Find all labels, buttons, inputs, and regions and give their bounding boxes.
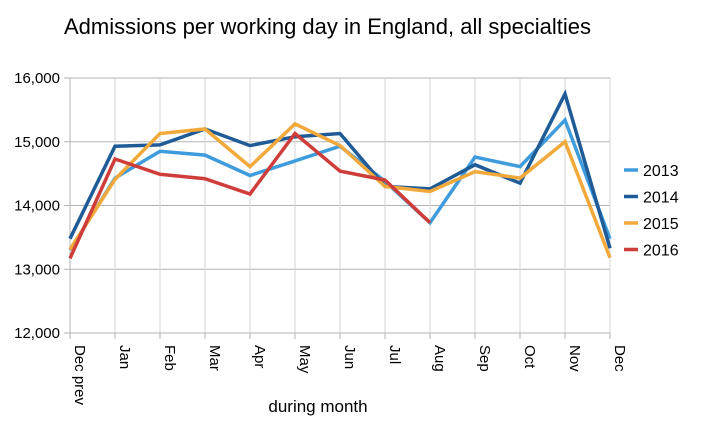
tick-labels: 12,000 13,000 14,000 15,000 16,000 Dec prev Ja… [14, 70, 628, 406]
x-tick-label: Sep [476, 345, 493, 372]
x-tick-label: Mar [206, 345, 223, 371]
x-tick-label: Jun [341, 345, 358, 369]
x-tick-label: Feb [161, 345, 178, 371]
series-line-2016 [68, 130, 432, 260]
legend-label-2013: 2013 [643, 163, 679, 180]
legend-label-2014: 2014 [643, 190, 679, 207]
x-tick-label: May [296, 345, 313, 374]
x-axis-title: during month [268, 397, 367, 416]
legend-label-2016: 2016 [643, 243, 679, 260]
y-tick-label: 16,000 [14, 70, 60, 87]
y-tick-label: 13,000 [14, 261, 60, 278]
axes [69, 78, 611, 339]
y-tick-label: 15,000 [14, 134, 60, 151]
x-tick-label: Dec prev [71, 345, 88, 406]
x-tick-label: Jan [116, 345, 133, 369]
legend-label-2015: 2015 [643, 216, 679, 233]
gridlines [64, 77, 611, 334]
legend: 2013 2014 2015 2016 [624, 163, 679, 260]
chart-title: Admissions per working day in England, a… [64, 14, 591, 39]
series-line-2015 [68, 121, 612, 259]
x-tick-label: Apr [251, 345, 268, 368]
x-tick-label: Nov [566, 345, 583, 372]
x-tick-label: Oct [521, 345, 538, 369]
y-tick-label: 14,000 [14, 198, 60, 215]
x-tick-label: Jul [386, 345, 403, 364]
x-tick-label: Dec [611, 345, 628, 372]
series-lines [68, 89, 612, 260]
x-tick-label: Aug [431, 345, 448, 372]
series-line-2014 [68, 89, 612, 249]
y-tick-label: 12,000 [14, 325, 60, 342]
